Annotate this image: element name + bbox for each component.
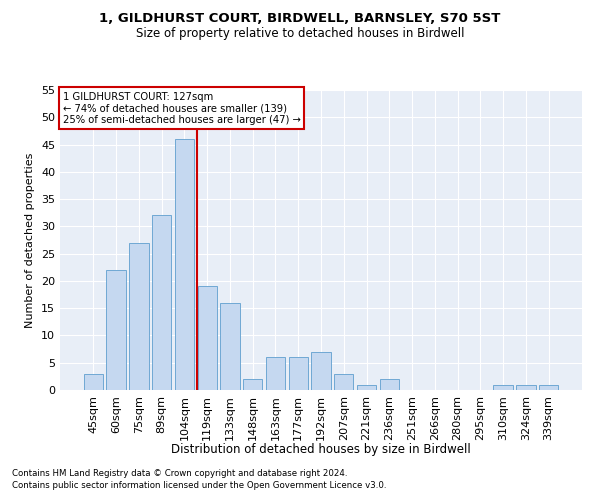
Text: Contains HM Land Registry data © Crown copyright and database right 2024.: Contains HM Land Registry data © Crown c…: [12, 468, 347, 477]
Bar: [220, 302, 239, 390]
Bar: [334, 374, 353, 390]
Text: Size of property relative to detached houses in Birdwell: Size of property relative to detached ho…: [136, 28, 464, 40]
Text: 1 GILDHURST COURT: 127sqm
← 74% of detached houses are smaller (139)
25% of semi: 1 GILDHURST COURT: 127sqm ← 74% of detac…: [62, 92, 301, 124]
Bar: [197, 286, 217, 390]
Bar: [84, 374, 103, 390]
X-axis label: Distribution of detached houses by size in Birdwell: Distribution of detached houses by size …: [171, 442, 471, 456]
Text: 1, GILDHURST COURT, BIRDWELL, BARNSLEY, S70 5ST: 1, GILDHURST COURT, BIRDWELL, BARNSLEY, …: [100, 12, 500, 26]
Bar: [357, 384, 376, 390]
Bar: [152, 216, 172, 390]
Bar: [106, 270, 126, 390]
Bar: [539, 384, 558, 390]
Text: Contains public sector information licensed under the Open Government Licence v3: Contains public sector information licen…: [12, 481, 386, 490]
Bar: [129, 242, 149, 390]
Bar: [289, 358, 308, 390]
Bar: [516, 384, 536, 390]
Bar: [380, 379, 399, 390]
Bar: [493, 384, 513, 390]
Bar: [243, 379, 262, 390]
Bar: [311, 352, 331, 390]
Bar: [175, 139, 194, 390]
Y-axis label: Number of detached properties: Number of detached properties: [25, 152, 35, 328]
Bar: [266, 358, 285, 390]
